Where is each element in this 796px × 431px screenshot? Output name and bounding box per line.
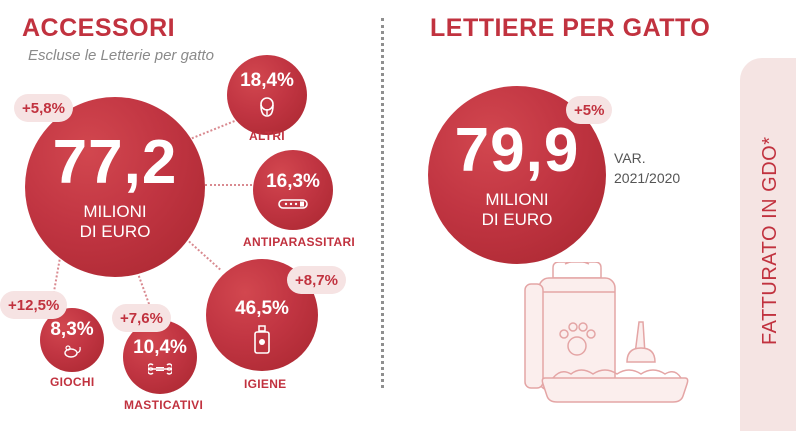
- section-divider: [381, 18, 384, 388]
- collar-icon: [278, 199, 308, 209]
- accessori-growth-badge: +5,8%: [14, 94, 73, 122]
- igiene-label: IGIENE: [244, 377, 287, 391]
- lettiere-unit-line2: DI EURO: [481, 210, 553, 229]
- masticativi-circle: 10,4%: [123, 320, 197, 394]
- toy-mouse-icon: [64, 345, 81, 358]
- giochi-label: GIOCHI: [50, 375, 95, 389]
- antiparassitari-circle: 16,3%: [253, 150, 333, 230]
- altri-share: 18,4%: [240, 70, 294, 91]
- side-panel: [740, 58, 796, 431]
- lettiere-unit-line1: MILIONI: [485, 190, 549, 209]
- accessori-total-value: 77,2: [52, 128, 178, 197]
- lettiere-growth-badge: +5%: [566, 96, 613, 124]
- masticativi-share: 10,4%: [133, 337, 187, 358]
- igiene-share: 46,5%: [235, 298, 289, 319]
- giochi-growth-badge: +12,5%: [0, 291, 68, 319]
- masticativi-growth-badge: +7,6%: [112, 304, 171, 332]
- altri-label: ALTRI: [249, 129, 285, 143]
- shampoo-bottle-icon: [254, 325, 270, 354]
- giochi-share: 8,3%: [50, 319, 94, 340]
- accessori-subtitle: Escluse le Letterie per gatto: [28, 47, 214, 64]
- masticativi-label: MASTICATIVI: [124, 398, 204, 412]
- accessori-total-circle: 77,2 MILIONI DI EURO: [25, 97, 205, 277]
- connector-antiparassitari: [205, 184, 260, 186]
- lettiere-value: 79,9: [454, 116, 580, 185]
- accessori-unit-line1: MILIONI: [83, 202, 147, 221]
- litter-bag-tray-illustration: [524, 262, 689, 403]
- igiene-growth-badge: +8,7%: [287, 266, 346, 294]
- var-period: 2021/2020: [614, 170, 681, 186]
- side-label: FATTURATO IN GDO*: [759, 136, 781, 345]
- antiparassitari-share: 16,3%: [266, 171, 320, 192]
- altri-circle: 18,4%: [227, 55, 307, 135]
- bone-icon: [148, 363, 172, 375]
- var-label: VAR.: [614, 150, 646, 166]
- hooded-coat-icon: [260, 97, 274, 117]
- accessori-title: ACCESSORI: [22, 14, 176, 42]
- antiparassitari-label: ANTIPARASSITARI: [243, 235, 356, 249]
- accessori-unit-line2: DI EURO: [79, 222, 151, 241]
- lettiere-title: LETTIERE PER GATTO: [430, 14, 711, 42]
